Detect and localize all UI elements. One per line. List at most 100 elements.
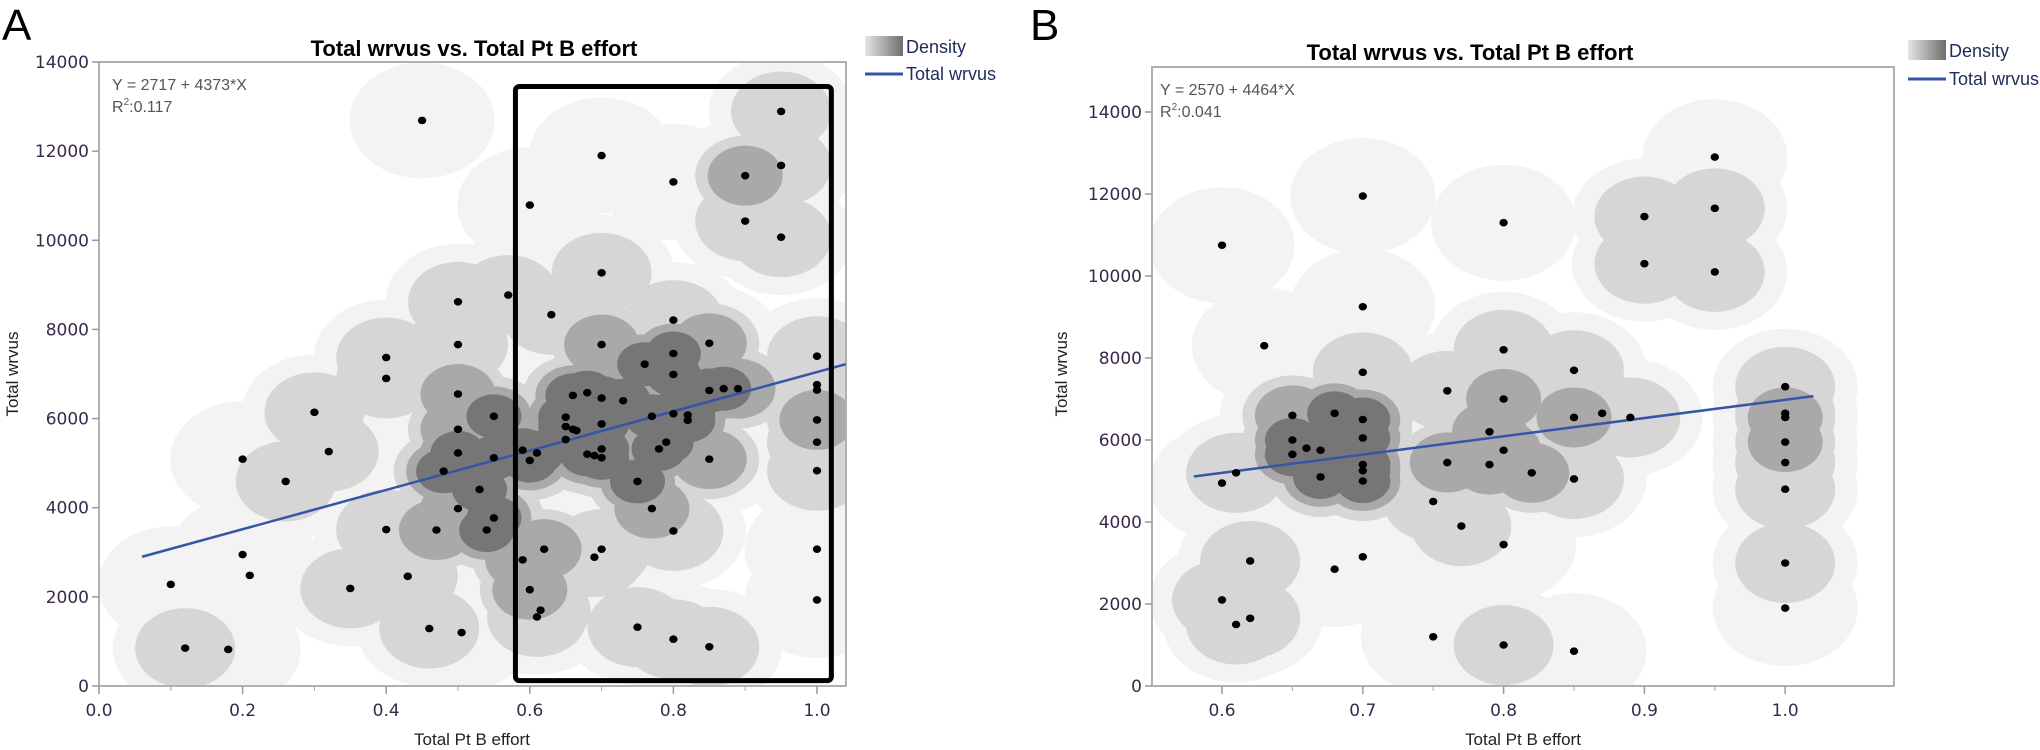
data-point <box>776 107 786 116</box>
data-point <box>618 396 628 405</box>
data-point <box>1288 450 1297 459</box>
data-point <box>539 545 549 553</box>
data-point <box>518 556 527 564</box>
data-point <box>489 514 499 522</box>
data-point <box>1443 458 1452 467</box>
fit-line-b-group <box>1193 394 1814 478</box>
data-point <box>453 297 463 306</box>
highlight-box-a <box>512 84 834 684</box>
data-point <box>597 340 606 349</box>
data-point <box>1231 469 1241 477</box>
panel-label-a: A <box>2 1 32 50</box>
data-point <box>590 553 599 561</box>
density-legend-swatch-a <box>865 36 903 56</box>
equation-b: Y = 2570 + 4464*X <box>1160 82 1295 99</box>
data-point <box>1288 411 1297 420</box>
data-point <box>1710 204 1720 213</box>
x-tick-label: 0.4 <box>373 701 400 721</box>
data-point <box>1443 387 1452 395</box>
data-point <box>403 572 412 581</box>
data-point <box>504 291 513 299</box>
data-point <box>224 645 233 654</box>
data-point <box>281 477 290 486</box>
data-point <box>633 623 642 631</box>
data-point <box>1457 522 1466 530</box>
data-point <box>1316 473 1325 481</box>
data-point <box>597 269 606 277</box>
density-contours-b <box>1152 99 1858 686</box>
data-point <box>733 384 743 393</box>
axis-ticks-b: 0.6 0.7 0.8 0.9 1.0 0 2000 4000 6000 8000 10000 120… <box>1088 103 1799 721</box>
data-point <box>812 352 822 360</box>
data-point <box>561 413 570 422</box>
data-point <box>640 360 649 368</box>
legend-total-wrvus-a: Total wrvus <box>906 64 996 84</box>
data-point <box>669 370 678 379</box>
data-point <box>1781 382 1790 391</box>
data-point <box>532 613 542 621</box>
data-point <box>597 545 606 553</box>
data-point <box>1781 604 1790 612</box>
axis-ticks-a: 0.0 0.2 0.4 0.6 0.8 1.0 0 2000 4000 6000 8000 10000… <box>35 53 831 721</box>
x-tick-label: 1.0 <box>1772 701 1799 721</box>
y-axis-label-a: Total wrvus <box>3 331 22 416</box>
data-point <box>1640 259 1649 268</box>
data-point <box>532 449 542 457</box>
data-point <box>1358 368 1368 377</box>
data-point <box>1640 212 1649 221</box>
density-legend-swatch-b <box>1908 40 1946 60</box>
data-point <box>489 412 499 421</box>
legend-total-wrvus-b: Total wrvus <box>1949 69 2039 89</box>
data-point <box>417 116 427 125</box>
data-point <box>1710 153 1720 161</box>
data-point <box>597 420 606 428</box>
data-point <box>741 171 750 180</box>
data-point <box>1527 469 1536 477</box>
data-point <box>647 412 657 421</box>
data-point <box>180 644 190 652</box>
data-point <box>669 316 678 324</box>
data-point <box>1358 434 1368 442</box>
data-point <box>453 504 463 513</box>
data-point <box>1330 409 1339 418</box>
y-tick-label: 2000 <box>46 588 89 608</box>
data-point <box>453 425 463 434</box>
data-point <box>482 526 491 534</box>
data-point <box>647 504 657 513</box>
data-point <box>1429 497 1438 506</box>
y-tick-label: 2000 <box>1099 595 1142 615</box>
data-point <box>1499 346 1508 354</box>
data-point <box>669 527 678 535</box>
y-tick-label: 0 <box>1131 677 1142 697</box>
data-point <box>597 394 606 402</box>
y-tick-label: 10000 <box>1088 267 1142 287</box>
data-point <box>561 435 570 444</box>
data-point <box>310 408 319 417</box>
data-point <box>346 584 355 593</box>
density-contours-a <box>99 62 846 686</box>
data-point <box>1499 540 1508 549</box>
data-point <box>1499 218 1508 227</box>
data-point <box>1358 192 1368 200</box>
data-point <box>812 596 822 604</box>
density-blob-level-0 <box>744 541 846 658</box>
panel-a: A Total wrvus vs. Total Pt B effort 0.0 0… <box>2 1 996 749</box>
data-point <box>1217 596 1227 604</box>
y-tick-label: 10000 <box>35 231 89 251</box>
data-point <box>1231 620 1241 629</box>
data-point <box>1217 241 1227 250</box>
y-tick-label: 12000 <box>1088 185 1142 205</box>
data-point <box>453 390 463 398</box>
data-point <box>1358 477 1368 485</box>
data-point <box>572 426 581 435</box>
data-point <box>1429 633 1438 641</box>
x-axis-label-a: Total Pt B effort <box>414 730 530 749</box>
x-tick-label: 0.7 <box>1349 701 1376 721</box>
y-tick-label: 4000 <box>46 499 89 519</box>
data-point <box>583 450 592 459</box>
r2-a: R2:0.117 <box>112 97 173 116</box>
data-point <box>1781 413 1790 422</box>
data-point <box>719 384 728 393</box>
panel-label-b: B <box>1030 1 1059 50</box>
